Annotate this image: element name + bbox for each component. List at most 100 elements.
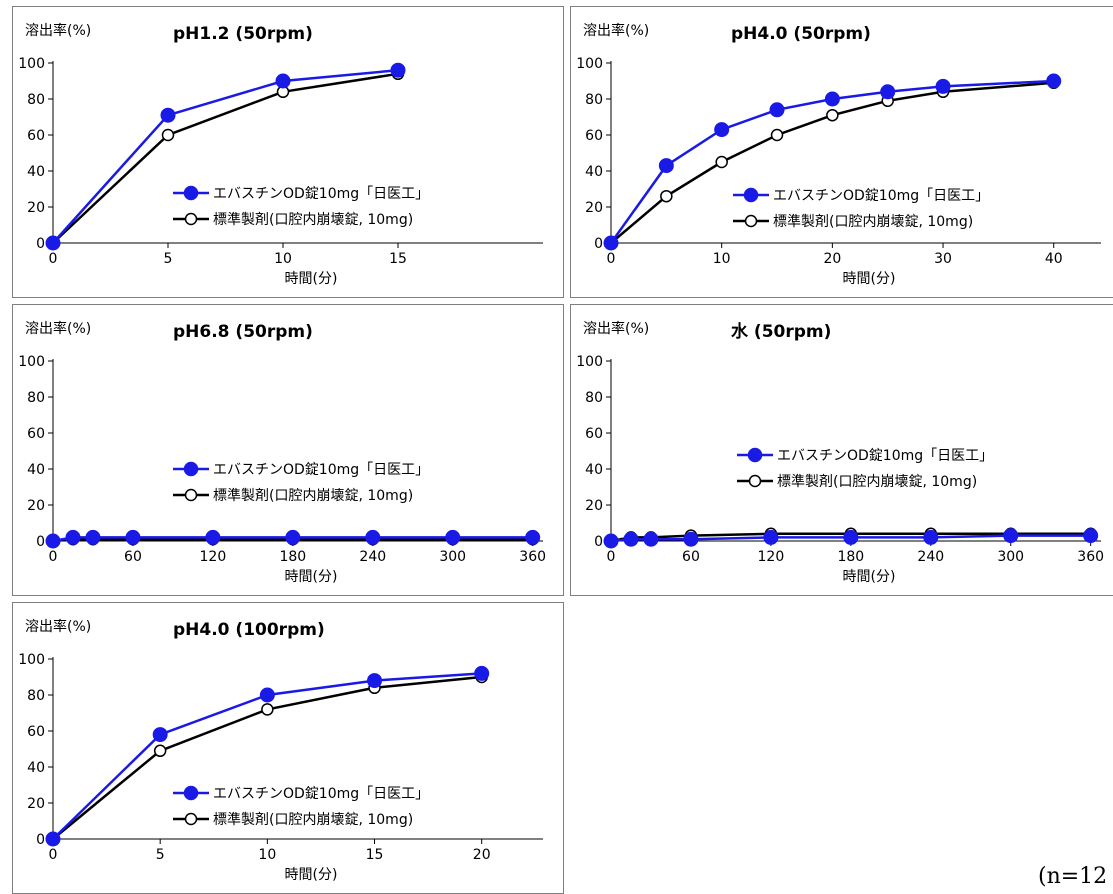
x-tick-label: 20 [823, 251, 841, 267]
x-tick-label: 360 [519, 549, 546, 565]
legend-marker-test [183, 785, 199, 801]
legend-label-test: エバスチンOD錠10mg「日医工」 [777, 448, 993, 464]
x-tick-label: 60 [124, 549, 142, 565]
x-tick-label: 120 [758, 549, 785, 565]
data-point-test [880, 84, 896, 100]
chart-svg: 溶出率(%) pH4.0 (100rpm) 0 20 40 60 80 100 0 5 10 15 20… [18, 618, 543, 883]
x-tick-label: 30 [934, 251, 952, 267]
y-tick-label: 80 [585, 92, 603, 108]
y-tick-label: 60 [27, 724, 45, 740]
y-tick-label: 40 [585, 462, 603, 478]
y-tick-label: 60 [27, 426, 45, 442]
x-axis-title: 時間(分) [843, 569, 896, 585]
legend-marker-reference [184, 212, 198, 226]
legend-label-reference: 標準製剤(口腔内崩壊錠, 10mg) [777, 474, 977, 490]
y-tick-label: 60 [585, 128, 603, 144]
y-tick-label: 80 [27, 92, 45, 108]
legend-marker-reference [748, 474, 762, 488]
x-axis-title: 時間(分) [285, 867, 338, 883]
y-axis-title: 溶出率(%) [583, 320, 649, 337]
data-point-reference [261, 703, 274, 716]
series-line-test [52, 68, 399, 244]
y-tick-label: 100 [576, 56, 603, 72]
data-point-test [125, 529, 141, 545]
y-axis-title: 溶出率(%) [583, 22, 649, 39]
x-tick-label: 15 [389, 251, 407, 267]
legend-marker-test [183, 185, 199, 201]
data-point-test [525, 529, 541, 545]
y-tick-label: 60 [27, 128, 45, 144]
y-tick-label: 100 [576, 354, 603, 370]
x-tick-label: 15 [366, 847, 384, 863]
x-tick-label: 180 [837, 549, 864, 565]
data-point-test [45, 235, 61, 251]
x-tick-label: 300 [439, 549, 466, 565]
data-point-reference [826, 108, 839, 122]
y-axis-title: 溶出率(%) [25, 320, 91, 337]
legend-marker-test [743, 187, 759, 203]
x-tick-label: 300 [997, 549, 1024, 565]
data-point-test [843, 529, 859, 545]
chart-panel-ph12: 溶出率(%) pH1.2 (50rpm) 0 20 40 60 80 100 0 5 10 15 時間(… [12, 6, 564, 298]
data-point-test [769, 102, 785, 118]
legend-label-reference: 標準製剤(口腔内崩壊錠, 10mg) [773, 214, 973, 230]
y-tick-label: 80 [27, 390, 45, 406]
y-tick-label: 40 [27, 164, 45, 180]
legend-label-reference: 標準製剤(口腔内崩壊錠, 10mg) [213, 212, 413, 228]
chart-panel-ph40-100rpm: 溶出率(%) pH4.0 (100rpm) 0 20 40 60 80 100 0 5 10 15 20… [12, 602, 564, 894]
x-tick-label: 10 [274, 251, 292, 267]
chart-title: 水 (50rpm) [731, 321, 831, 342]
data-point-test [152, 727, 168, 743]
data-point-test [683, 531, 699, 547]
data-point-reference [153, 744, 167, 758]
legend-marker-reference [744, 214, 758, 228]
y-tick-label: 0 [36, 832, 45, 848]
data-point-test [603, 235, 619, 251]
data-point-test [45, 831, 61, 847]
y-tick-label: 100 [18, 56, 45, 72]
data-point-test [390, 62, 406, 78]
legend-label-test: エバスチンOD錠10mg「日医工」 [773, 188, 989, 204]
y-tick-label: 100 [18, 652, 45, 668]
data-point-test [824, 91, 840, 107]
chart-svg: 溶出率(%) 水 (50rpm) 0 20 40 60 80 100 0 60 120 180 240 3… [576, 320, 1104, 585]
data-point-test [367, 673, 383, 689]
legend-label-test: エバスチンOD錠10mg「日医工」 [213, 186, 429, 202]
y-tick-label: 20 [27, 796, 45, 812]
x-tick-label: 5 [164, 251, 173, 267]
y-tick-label: 0 [594, 534, 603, 550]
data-point-test [205, 529, 221, 545]
chart-panel-ph40: 溶出率(%) pH4.0 (50rpm) 0 20 40 60 80 100 0 10 20 30 40… [570, 6, 1113, 298]
chart-title: pH6.8 (50rpm) [173, 322, 313, 342]
y-tick-label: 80 [585, 390, 603, 406]
legend-marker-reference [184, 488, 198, 502]
legend-marker-reference [184, 812, 198, 826]
legend-label-test: エバスチンOD錠10mg「日医工」 [213, 462, 429, 478]
data-point-test [763, 529, 779, 545]
chart-title: pH4.0 (100rpm) [173, 620, 325, 640]
data-point-test [935, 78, 951, 94]
legend-label-test: エバスチンOD錠10mg「日医工」 [213, 786, 429, 802]
x-tick-label: 10 [258, 847, 276, 863]
x-tick-label: 0 [49, 549, 58, 565]
y-tick-label: 0 [594, 236, 603, 252]
x-tick-label: 0 [607, 549, 616, 565]
sample-size-note: (n=12 [1038, 864, 1108, 889]
data-point-test [643, 531, 659, 547]
y-tick-label: 20 [27, 200, 45, 216]
data-point-test [1046, 73, 1062, 89]
x-tick-label: 180 [279, 549, 306, 565]
data-point-reference [715, 155, 728, 169]
y-axis-title: 溶出率(%) [25, 618, 91, 635]
chart-svg: 溶出率(%) pH6.8 (50rpm) 0 20 40 60 80 100 0 60 120 180… [18, 320, 546, 585]
data-point-test [623, 531, 639, 547]
data-point-test [658, 158, 674, 174]
data-point-test [714, 122, 730, 138]
data-point-test [923, 529, 939, 545]
x-axis-title: 時間(分) [285, 569, 338, 585]
y-tick-label: 60 [585, 426, 603, 442]
chart-title: pH1.2 (50rpm) [173, 24, 313, 44]
legend-label-reference: 標準製剤(口腔内崩壊錠, 10mg) [213, 488, 413, 504]
data-point-test [45, 533, 61, 549]
data-point-test [1003, 528, 1019, 544]
